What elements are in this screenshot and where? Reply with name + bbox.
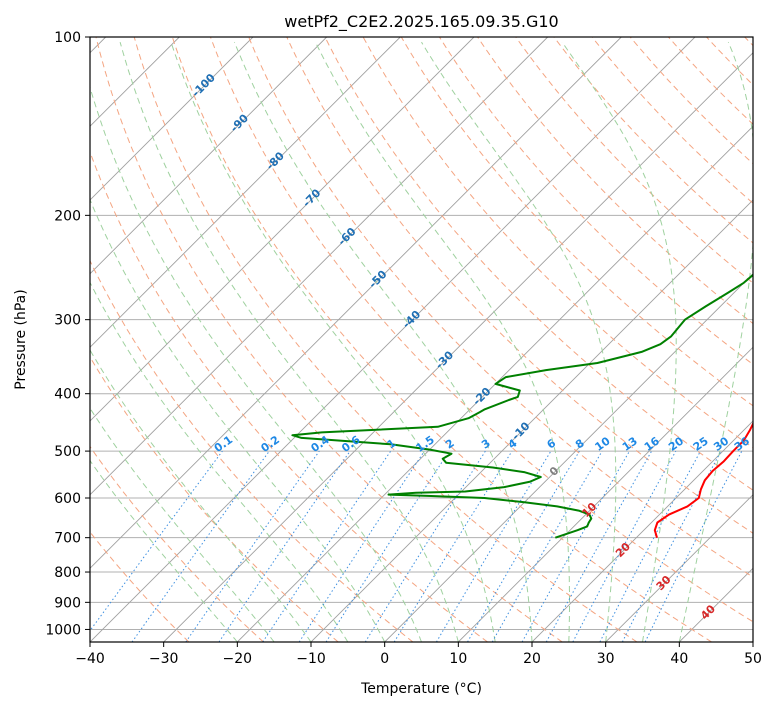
y-axis-title: Pressure (hPa) [13, 289, 29, 389]
moist-adiabat [90, 349, 312, 642]
moist-adiabat [170, 41, 496, 642]
temperature-profile-line [653, 421, 753, 538]
dry-adiabat [95, 37, 563, 642]
moist-adiabat [90, 459, 238, 642]
mixing-ratio-line [521, 450, 630, 642]
x-tick-label: 10 [449, 651, 467, 667]
isotherm-line [90, 37, 401, 348]
isotherm-line [531, 420, 753, 642]
dry-adiabat [400, 37, 753, 407]
moist-adiabat [233, 41, 533, 642]
dry-adiabat [90, 445, 264, 642]
dry-adiabat [133, 37, 638, 642]
moist-adiabat [90, 407, 275, 642]
dry-adiabat [362, 37, 753, 449]
y-tick-label: 900 [54, 595, 81, 611]
dry-adiabat [90, 259, 414, 642]
isotherm-line [163, 52, 753, 642]
moist-adiabat [119, 41, 459, 642]
x-tick-label: −20 [223, 651, 253, 667]
moist-adiabat [90, 85, 422, 642]
x-tick-label: −30 [149, 651, 179, 667]
dry-adiabat [324, 37, 753, 491]
isotherm-line [90, 37, 622, 569]
x-tick-label: 40 [670, 651, 688, 667]
chart-title: wetPf2_C2E2.2025.165.09.35.G10 [284, 12, 558, 32]
mixing-ratio-line [393, 450, 513, 642]
isotherm-line [457, 346, 753, 642]
isotherm-line [384, 273, 753, 642]
mixing-ratio-line [218, 450, 351, 642]
mixing-ratio-line [185, 450, 320, 642]
y-tick-label: 600 [54, 491, 81, 507]
y-tick-label: 700 [54, 531, 81, 547]
y-tick-label: 400 [54, 387, 81, 403]
dry-adiabat [438, 37, 753, 366]
x-tick-label: 50 [744, 651, 762, 667]
isotherm-line [90, 37, 549, 496]
x-tick-label: 0 [380, 651, 389, 667]
moist-adiabat [678, 41, 753, 642]
isotherm-line [90, 37, 328, 275]
dry-adiabat [515, 37, 753, 284]
y-tick-label: 800 [54, 565, 81, 581]
mixing-ratio-line [131, 450, 270, 642]
dry-adiabat [171, 37, 712, 642]
dry-adiabat [248, 37, 753, 578]
x-tick-label: 30 [597, 651, 615, 667]
y-tick-label: 100 [54, 30, 81, 46]
x-tick-label: −40 [75, 651, 105, 667]
dewpoint-profile-line [291, 273, 753, 539]
isotherm-line [90, 37, 475, 422]
mixing-ratio-line [325, 450, 450, 642]
isotherm-line [90, 37, 696, 642]
x-tick-label: −10 [296, 651, 326, 667]
dry-adiabat [90, 150, 488, 642]
isotherm-line [605, 494, 753, 642]
y-tick-label: 1000 [45, 622, 81, 638]
x-tick-label: 20 [523, 651, 541, 667]
plot-frame [89, 36, 754, 643]
dry-adiabat [210, 37, 753, 623]
mixing-ratio-line [545, 450, 653, 642]
y-tick-label: 300 [54, 313, 81, 329]
dry-adiabat [553, 37, 753, 244]
mixing-ratio-line [262, 450, 392, 642]
isotherm-line [90, 37, 254, 201]
mixing-ratio-line [644, 450, 743, 642]
moist-adiabat [90, 198, 386, 642]
dry-adiabat [286, 37, 753, 534]
x-axis-title: Temperature (°C) [360, 681, 482, 697]
mixing-ratio-line [90, 450, 223, 632]
moist-adiabat [314, 41, 570, 642]
y-tick-label: 500 [54, 444, 81, 460]
isotherm-line [236, 125, 753, 642]
moist-adiabat [421, 41, 617, 642]
y-tick-label: 200 [54, 208, 81, 224]
moist-adiabat [561, 41, 677, 642]
mixing-ratio-line [572, 450, 677, 642]
